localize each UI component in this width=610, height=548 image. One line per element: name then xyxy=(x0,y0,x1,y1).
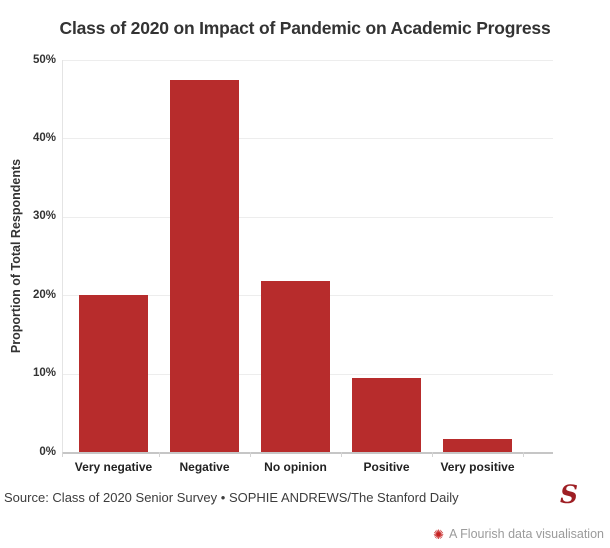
x-axis-tick xyxy=(249,452,251,457)
bar-no-opinion xyxy=(261,281,330,452)
flourish-flower-icon: ✺ xyxy=(433,526,445,542)
x-axis-tick xyxy=(522,452,524,457)
x-tick-label-no-opinion: No opinion xyxy=(264,460,327,474)
gridline-30% xyxy=(62,216,553,218)
y-tick-label-40%: 40% xyxy=(32,131,56,144)
y-axis-title: Proportion of Total Respondents xyxy=(9,158,23,354)
source-caption: Source: Class of 2020 Senior Survey • SO… xyxy=(4,490,459,505)
bar-positive xyxy=(352,378,421,452)
gridline-0% xyxy=(62,452,553,454)
x-tick-label-positive: Positive xyxy=(363,460,410,474)
y-tick-label-0%: 0% xyxy=(39,445,56,458)
x-tick-label-very-negative: Very negative xyxy=(74,460,153,474)
chart-title: Class of 2020 on Impact of Pandemic on A… xyxy=(59,18,551,38)
y-tick-label-10%: 10% xyxy=(32,367,56,380)
stanford-daily-logo: S xyxy=(560,480,579,509)
x-axis-tick xyxy=(158,452,160,457)
y-tick-label-50%: 50% xyxy=(32,53,56,66)
flourish-credit-label: A Flourish data visualisation xyxy=(449,527,604,541)
x-tick-label-negative: Negative xyxy=(179,460,230,474)
x-axis-tick xyxy=(431,452,433,457)
x-axis-tick xyxy=(62,452,63,457)
bar-very-negative xyxy=(79,295,148,452)
y-axis-line xyxy=(62,60,63,452)
bar-negative xyxy=(170,80,239,452)
plot-area: 0% 10% 20% 30% 40% 50% Very negative Negative No… xyxy=(33,54,553,474)
y-tick-label-30%: 30% xyxy=(32,210,56,223)
x-axis-tick xyxy=(340,452,342,457)
gridline-40% xyxy=(62,138,553,140)
bar-very-positive xyxy=(443,438,512,452)
y-tick-label-20%: 20% xyxy=(32,288,56,301)
gridline-50% xyxy=(62,60,553,61)
flourish-credit-link[interactable]: ✺ A Flourish data visualisation xyxy=(433,527,604,541)
x-tick-label-very-positive: Very positive xyxy=(440,460,515,474)
